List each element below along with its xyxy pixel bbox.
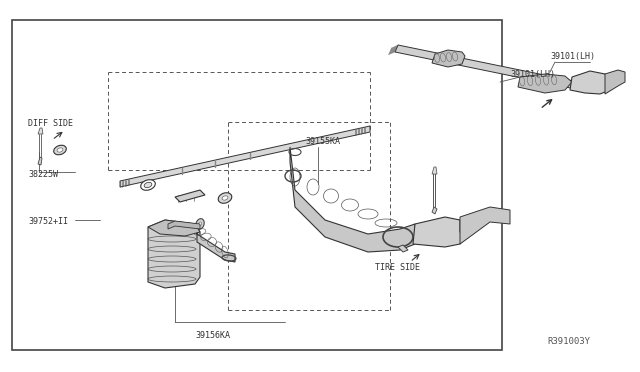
Text: 39156KA: 39156KA: [195, 331, 230, 340]
Polygon shape: [395, 45, 593, 92]
Polygon shape: [518, 74, 572, 93]
Ellipse shape: [54, 145, 67, 155]
Polygon shape: [432, 167, 437, 174]
Polygon shape: [175, 190, 205, 202]
Polygon shape: [38, 128, 43, 134]
Text: R391003Y: R391003Y: [547, 337, 590, 346]
Text: 39752+II: 39752+II: [28, 217, 68, 226]
Polygon shape: [120, 126, 370, 187]
Polygon shape: [38, 157, 42, 165]
Polygon shape: [432, 207, 437, 214]
Polygon shape: [460, 207, 510, 244]
Polygon shape: [570, 71, 610, 94]
Text: 39155KA: 39155KA: [305, 137, 340, 146]
Polygon shape: [197, 224, 235, 262]
Ellipse shape: [222, 196, 228, 200]
Polygon shape: [398, 245, 408, 252]
Ellipse shape: [144, 182, 152, 188]
Bar: [12, 20, 502, 350]
Polygon shape: [148, 220, 200, 236]
Polygon shape: [290, 147, 415, 252]
Text: 39101(LH): 39101(LH): [510, 70, 555, 79]
Text: 38225W: 38225W: [28, 170, 58, 179]
Ellipse shape: [218, 193, 232, 203]
Text: DIFF SIDE: DIFF SIDE: [28, 119, 73, 128]
Ellipse shape: [196, 219, 204, 230]
Polygon shape: [168, 221, 200, 229]
Text: 39101(LH): 39101(LH): [550, 52, 595, 61]
Polygon shape: [413, 217, 465, 247]
Ellipse shape: [198, 222, 202, 226]
Polygon shape: [605, 70, 625, 94]
Text: TIRE SIDE: TIRE SIDE: [375, 263, 420, 272]
Polygon shape: [432, 50, 465, 67]
Ellipse shape: [141, 180, 156, 190]
Ellipse shape: [57, 148, 63, 152]
Polygon shape: [148, 220, 200, 288]
